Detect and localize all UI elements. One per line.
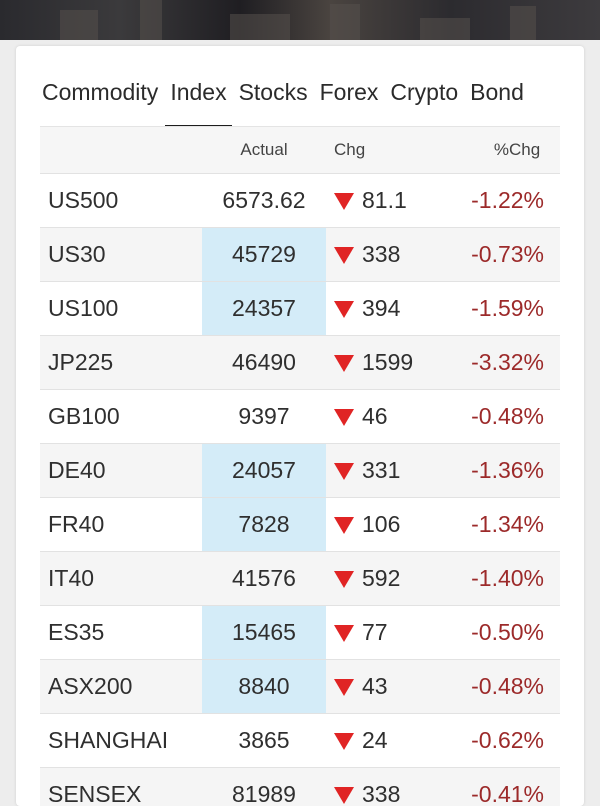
pct-change-value: -0.41% xyxy=(471,781,544,806)
actual-value: 81989 xyxy=(232,781,296,806)
actual-value: 15465 xyxy=(202,606,326,659)
tab-bond[interactable]: Bond xyxy=(470,79,524,105)
down-triangle-icon xyxy=(334,355,354,372)
change-cell: 1599 xyxy=(326,349,450,376)
instrument-name: SENSEX xyxy=(48,781,142,806)
pct-change-value: -0.50% xyxy=(471,619,544,645)
tab-crypto[interactable]: Crypto xyxy=(390,79,459,105)
market-card: Commodity Index Stocks Forex Crypto Bond Actu… xyxy=(16,46,584,806)
instrument-name: DE40 xyxy=(48,457,106,483)
instrument-name: ASX200 xyxy=(48,673,133,699)
actual-value: 24057 xyxy=(202,444,326,497)
actual-value: 8840 xyxy=(202,660,326,713)
change-value: 338 xyxy=(362,781,401,806)
instrument-name: FR40 xyxy=(48,511,105,537)
change-value: 46 xyxy=(362,403,388,429)
change-cell: 592 xyxy=(326,565,450,592)
market-tabs: Commodity Index Stocks Forex Crypto Bond xyxy=(42,72,562,128)
change-cell: 24 xyxy=(326,727,450,754)
actual-value: 3865 xyxy=(238,727,290,753)
down-triangle-icon xyxy=(334,787,354,804)
change-value: 43 xyxy=(362,673,388,699)
actual-value: 7828 xyxy=(202,498,326,551)
table-body: US500 6573.62 81.1 -1.22% US30 45729 338 -0.73%… xyxy=(40,173,560,806)
table-row[interactable]: FR40 7828 106 -1.34% xyxy=(40,497,560,551)
change-cell: 338 xyxy=(326,781,450,806)
pct-change-value: -1.22% xyxy=(471,187,544,213)
down-triangle-icon xyxy=(334,517,354,534)
change-value: 81.1 xyxy=(362,187,407,213)
down-triangle-icon xyxy=(334,733,354,750)
table-row[interactable]: US100 24357 394 -1.59% xyxy=(40,281,560,335)
table-row[interactable]: SENSEX 81989 338 -0.41% xyxy=(40,767,560,806)
table-header: Actual Chg %Chg xyxy=(40,126,560,173)
change-value: 592 xyxy=(362,565,401,591)
pct-change-value: -3.32% xyxy=(471,349,544,375)
change-cell: 338 xyxy=(326,241,450,268)
table-row[interactable]: US30 45729 338 -0.73% xyxy=(40,227,560,281)
tab-stocks[interactable]: Stocks xyxy=(238,79,308,105)
change-cell: 331 xyxy=(326,457,450,484)
pct-change-value: -1.36% xyxy=(471,457,544,483)
down-triangle-icon xyxy=(334,247,354,264)
change-value: 1599 xyxy=(362,349,414,375)
change-value: 394 xyxy=(362,295,401,321)
actual-value: 46490 xyxy=(232,349,296,375)
change-cell: 46 xyxy=(326,403,450,430)
table-row[interactable]: JP225 46490 1599 -3.32% xyxy=(40,335,560,389)
down-triangle-icon xyxy=(334,193,354,210)
quotes-table: Actual Chg %Chg US500 6573.62 81.1 -1.22% US… xyxy=(40,126,560,806)
table-row[interactable]: US500 6573.62 81.1 -1.22% xyxy=(40,173,560,227)
instrument-name: US100 xyxy=(48,295,119,321)
instrument-name: ES35 xyxy=(48,619,105,645)
tab-forex[interactable]: Forex xyxy=(319,79,379,105)
table-row[interactable]: IT40 41576 592 -1.40% xyxy=(40,551,560,605)
pct-change-value: -0.62% xyxy=(471,727,544,753)
instrument-name: SHANGHAI xyxy=(48,727,169,753)
change-value: 77 xyxy=(362,619,388,645)
tab-commodity[interactable]: Commodity xyxy=(42,79,159,105)
actual-value: 45729 xyxy=(202,228,326,281)
pct-change-value: -0.73% xyxy=(471,241,544,267)
header-actual: Actual xyxy=(240,140,288,159)
actual-value: 6573.62 xyxy=(222,187,306,213)
pct-change-value: -1.34% xyxy=(471,511,544,537)
instrument-name: JP225 xyxy=(48,349,114,375)
down-triangle-icon xyxy=(334,301,354,318)
instrument-name: IT40 xyxy=(48,565,95,591)
header-pct-chg: %Chg xyxy=(493,140,541,159)
table-row[interactable]: ES35 15465 77 -0.50% xyxy=(40,605,560,659)
header-banner-image xyxy=(0,0,600,40)
change-cell: 43 xyxy=(326,673,450,700)
actual-value: 41576 xyxy=(232,565,296,591)
actual-value: 24357 xyxy=(202,282,326,335)
table-row[interactable]: ASX200 8840 43 -0.48% xyxy=(40,659,560,713)
change-cell: 77 xyxy=(326,619,450,646)
tab-index[interactable]: Index xyxy=(165,72,232,128)
header-chg: Chg xyxy=(334,140,366,159)
instrument-name: US30 xyxy=(48,241,106,267)
down-triangle-icon xyxy=(334,463,354,480)
table-row[interactable]: GB100 9397 46 -0.48% xyxy=(40,389,560,443)
down-triangle-icon xyxy=(334,679,354,696)
pct-change-value: -1.59% xyxy=(471,295,544,321)
down-triangle-icon xyxy=(334,625,354,642)
down-triangle-icon xyxy=(334,409,354,426)
instrument-name: GB100 xyxy=(48,403,120,429)
table-row[interactable]: DE40 24057 331 -1.36% xyxy=(40,443,560,497)
change-cell: 394 xyxy=(326,295,450,322)
change-value: 338 xyxy=(362,241,401,267)
instrument-name: US500 xyxy=(48,187,119,213)
pct-change-value: -0.48% xyxy=(471,403,544,429)
change-value: 106 xyxy=(362,511,401,537)
change-value: 24 xyxy=(362,727,388,753)
actual-value: 9397 xyxy=(238,403,290,429)
change-cell: 81.1 xyxy=(326,187,450,214)
change-value: 331 xyxy=(362,457,401,483)
table-row[interactable]: SHANGHAI 3865 24 -0.62% xyxy=(40,713,560,767)
pct-change-value: -1.40% xyxy=(471,565,544,591)
change-cell: 106 xyxy=(326,511,450,538)
down-triangle-icon xyxy=(334,571,354,588)
pct-change-value: -0.48% xyxy=(471,673,544,699)
